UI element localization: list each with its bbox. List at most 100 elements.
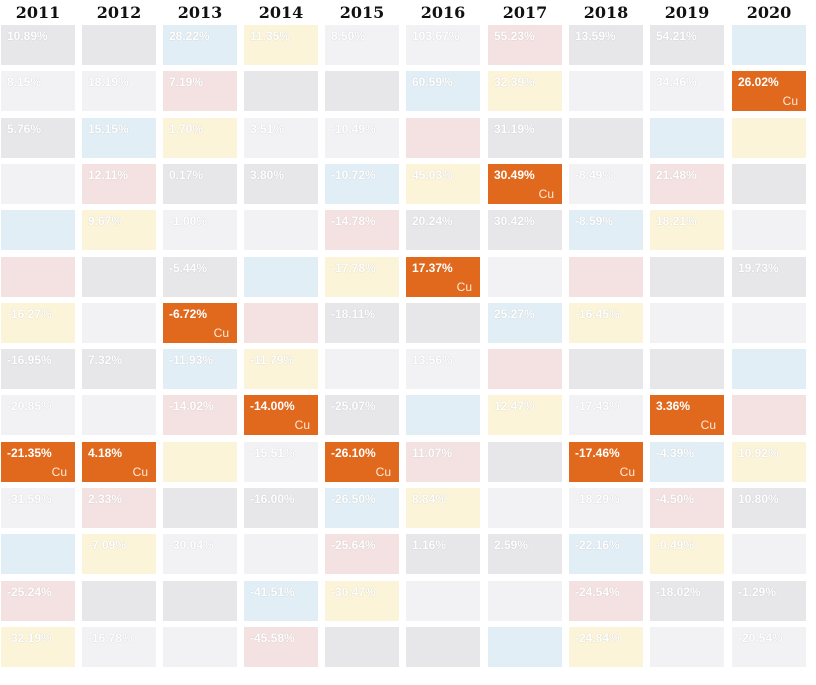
- return-cell: 8.50%: [325, 25, 399, 65]
- return-cell: 7.32%: [82, 349, 156, 389]
- highlight-cell: -26.10% Cu: [325, 442, 399, 482]
- return-cell: [1, 534, 75, 574]
- return-value: 11.35%: [250, 29, 291, 43]
- return-cell: 15.15%: [82, 118, 156, 158]
- return-cell: 60.59%: [406, 71, 480, 111]
- return-cell: -16.00%: [244, 488, 318, 528]
- return-value: -16.78%: [88, 631, 133, 645]
- return-value: -16.27%: [7, 307, 52, 321]
- return-cell: [406, 118, 480, 158]
- return-value: -8.49%: [575, 168, 614, 182]
- return-value: -30.04%: [169, 538, 214, 552]
- return-cell: 54.21%: [650, 25, 724, 65]
- highlight-label: Cu: [700, 418, 716, 432]
- return-cell: [732, 534, 806, 574]
- return-value: -15.51%: [250, 446, 295, 460]
- return-cell: [732, 164, 806, 204]
- return-value: 2.33%: [88, 492, 123, 506]
- return-value: 10.92%: [738, 446, 779, 460]
- return-value: 20.24%: [412, 214, 453, 228]
- return-cell: -4.50%: [650, 488, 724, 528]
- return-value: 7.19%: [169, 75, 204, 89]
- return-value: 8.15%: [7, 75, 42, 89]
- return-cell: [82, 303, 156, 343]
- return-value: -10.49%: [331, 122, 376, 136]
- return-cell: [569, 349, 643, 389]
- return-cell: -18.02%: [650, 581, 724, 621]
- return-value: 12.47%: [494, 399, 535, 413]
- highlight-cell: -21.35% Cu: [1, 442, 75, 482]
- return-cell: [488, 488, 562, 528]
- return-cell: 19.73%: [732, 257, 806, 297]
- return-value: -25.64%: [331, 538, 376, 552]
- return-cell: 10.92%: [732, 442, 806, 482]
- return-cell: [82, 257, 156, 297]
- return-value: -17.78%: [331, 261, 376, 275]
- return-value: 45.03%: [412, 168, 453, 182]
- return-value: -30.47%: [331, 585, 376, 599]
- return-value: -21.35%: [7, 446, 52, 460]
- return-value: -31.59%: [7, 492, 52, 506]
- return-value: 8.84%: [412, 492, 447, 506]
- return-cell: -25.64%: [325, 534, 399, 574]
- return-value: 54.21%: [656, 29, 697, 43]
- return-value: 30.42%: [494, 214, 535, 228]
- highlight-label: Cu: [782, 94, 798, 108]
- return-value: -45.58%: [250, 631, 295, 645]
- year-header-2014: 2014: [258, 3, 304, 22]
- return-value: 4.18%: [88, 446, 123, 460]
- return-cell: -16.45%: [569, 303, 643, 343]
- return-cell: -14.02%: [163, 395, 237, 435]
- return-value: 13.59%: [575, 29, 616, 43]
- year-header-2019: 2019: [664, 3, 710, 22]
- return-cell: -14.78%: [325, 210, 399, 250]
- return-value: 3.80%: [250, 168, 285, 182]
- return-value: 17.37%: [412, 261, 453, 275]
- return-value: -24.84%: [575, 631, 620, 645]
- return-value: -1.00%: [169, 214, 208, 228]
- return-cell: 3.80%: [244, 164, 318, 204]
- return-cell: -8.49%: [569, 164, 643, 204]
- return-cell: -10.49%: [325, 118, 399, 158]
- return-cell: 2.33%: [82, 488, 156, 528]
- return-cell: [406, 627, 480, 667]
- return-value: -11.93%: [169, 353, 214, 367]
- return-cell: [732, 349, 806, 389]
- return-value: -0.49%: [656, 538, 695, 552]
- return-cell: [650, 257, 724, 297]
- return-cell: [82, 581, 156, 621]
- highlight-cell: 30.49% Cu: [488, 164, 562, 204]
- return-cell: -11.93%: [163, 349, 237, 389]
- return-value: 1.70%: [169, 122, 204, 136]
- return-value: 10.80%: [738, 492, 779, 506]
- return-value: -32.19%: [7, 631, 52, 645]
- return-cell: [732, 25, 806, 65]
- return-cell: 3.51%: [244, 118, 318, 158]
- return-value: 21.48%: [656, 168, 697, 182]
- return-cell: -22.16%: [569, 534, 643, 574]
- return-cell: 1.70%: [163, 118, 237, 158]
- return-value: 0.17%: [169, 168, 204, 182]
- return-cell: [406, 303, 480, 343]
- return-value: 11.07%: [412, 446, 453, 460]
- return-value: -14.00%: [250, 399, 295, 413]
- return-value: 60.59%: [412, 75, 453, 89]
- return-cell: 55.23%: [488, 25, 562, 65]
- highlight-cell: -14.00% Cu: [244, 395, 318, 435]
- return-value: 5.76%: [7, 122, 42, 136]
- return-cell: [488, 349, 562, 389]
- return-cell: [163, 581, 237, 621]
- return-value: 18.21%: [656, 214, 697, 228]
- return-value: -11.79%: [250, 353, 295, 367]
- return-value: 30.49%: [494, 168, 535, 182]
- return-value: 7.32%: [88, 353, 123, 367]
- return-value: 12.11%: [88, 168, 129, 182]
- return-cell: [244, 303, 318, 343]
- year-header-2016: 2016: [420, 3, 466, 22]
- return-value: 34.46%: [656, 75, 697, 89]
- return-cell: [244, 534, 318, 574]
- return-cell: 20.24%: [406, 210, 480, 250]
- return-cell: [244, 257, 318, 297]
- return-cell: -18.11%: [325, 303, 399, 343]
